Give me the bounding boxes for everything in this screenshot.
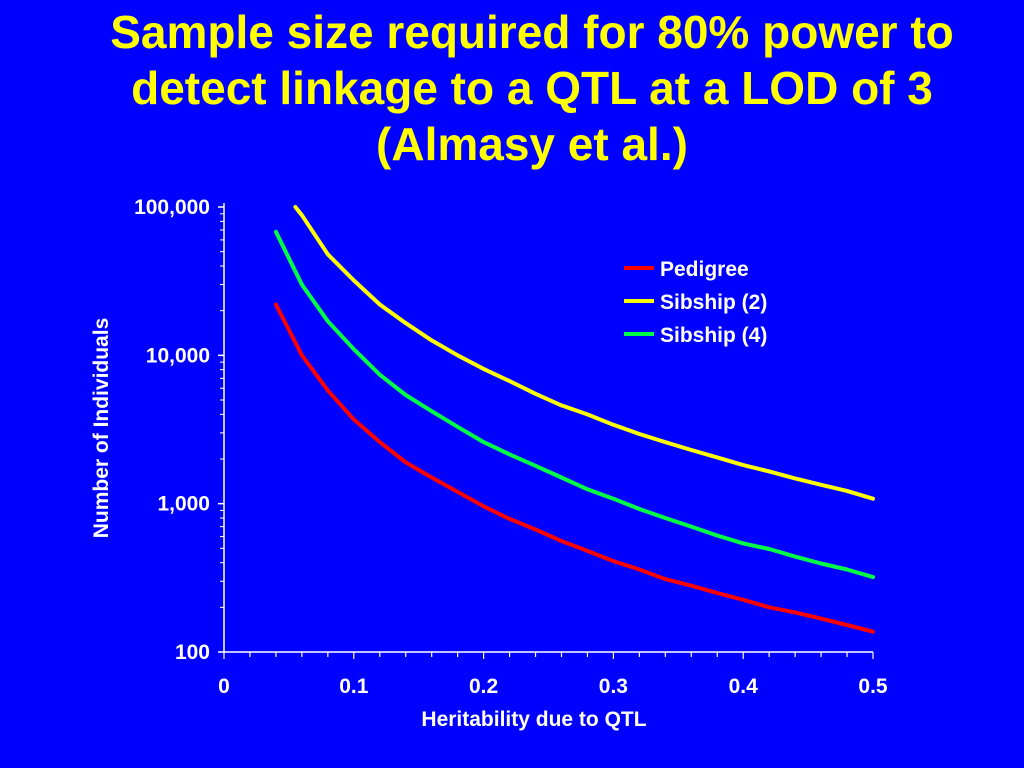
y-tick-label: 100,000 — [134, 196, 210, 219]
x-tick-label: 0.2 — [469, 675, 498, 698]
x-axis-title: Heritability due to QTL — [421, 708, 646, 731]
x-tick-label: 0.3 — [599, 675, 628, 698]
title-line-3: (Almasy et al.) — [376, 118, 688, 170]
y-axis-title: Number of Individuals — [90, 318, 113, 539]
title-line-1: Sample size required for 80% power to — [110, 6, 954, 58]
series-line-sibship-4 — [273, 229, 875, 580]
chart-series — [273, 205, 875, 634]
legend-label: Sibship (4) — [660, 324, 767, 347]
y-tick-label: 100 — [175, 641, 210, 664]
x-tick-label: 0 — [218, 675, 230, 698]
y-tick-label: 10,000 — [146, 344, 210, 367]
title-line-2: detect linkage to a QTL at a LOD of 3 — [131, 62, 933, 114]
legend-label: Sibship (2) — [660, 291, 767, 314]
chart-legend: Pedigree Sibship (2) Sibship (4) — [624, 258, 767, 347]
chart-axes — [223, 203, 873, 653]
legend-label: Pedigree — [660, 258, 749, 281]
x-tick-label: 0.1 — [339, 675, 369, 698]
slide-title: Sample size required for 80% power to de… — [40, 4, 1024, 172]
series-line-pedigree — [273, 302, 875, 634]
x-tick-label: 0.4 — [729, 675, 759, 698]
y-tick-label: 1,000 — [157, 493, 210, 516]
x-tick-label: 0.5 — [858, 675, 888, 698]
chart-ticks: 100 1,000 10,000 100,000 0 0.1 0.2 0.3 0.4 0.5 — [134, 196, 888, 698]
series-line-sibship-2 — [293, 205, 875, 501]
